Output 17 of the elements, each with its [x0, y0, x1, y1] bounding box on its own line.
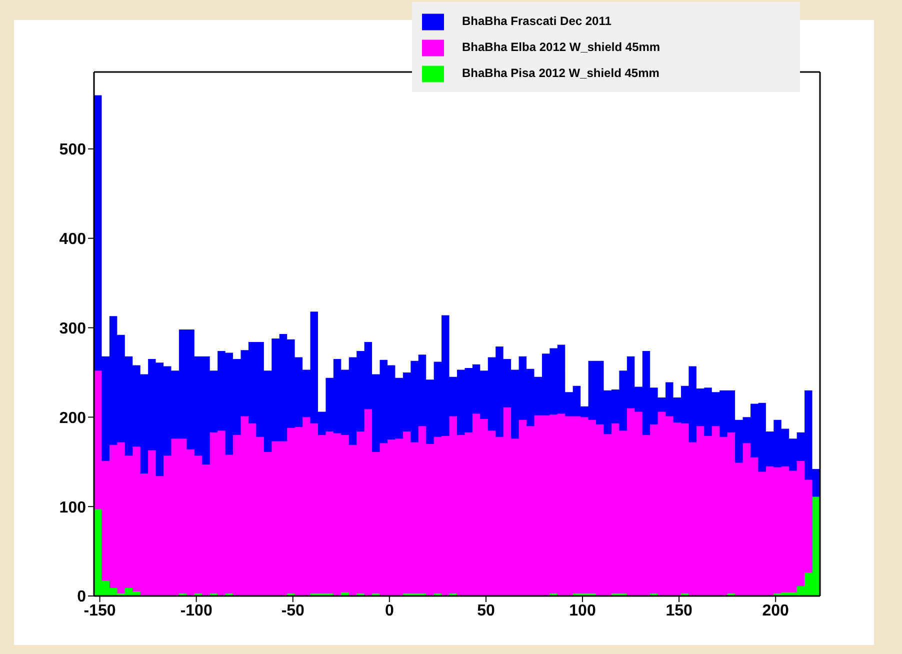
x-tick-label: 50	[477, 602, 495, 620]
y-tick-label: 100	[59, 499, 86, 516]
y-tick-label: 400	[59, 231, 86, 248]
y-tick-label: 200	[59, 410, 86, 427]
x-tick-label: 200	[762, 602, 790, 620]
x-tick-label: 0	[384, 602, 394, 620]
legend-label: BhaBha Elba 2012 W_shield 45mm	[462, 40, 660, 54]
legend-label: BhaBha Pisa 2012 W_shield 45mm	[462, 66, 660, 80]
y-tick-label: 300	[59, 320, 86, 338]
legend-label: BhaBha Frascati Dec 2011	[462, 14, 612, 28]
x-tick-label: -150	[84, 602, 116, 620]
x-tick-label: 100	[569, 602, 596, 620]
y-tick-label: 500	[59, 142, 86, 159]
x-tick-label: -100	[180, 602, 212, 620]
y-tick-label: 0	[77, 588, 86, 606]
x-tick-label: -50	[281, 602, 305, 620]
x-tick-label: 150	[666, 602, 692, 620]
